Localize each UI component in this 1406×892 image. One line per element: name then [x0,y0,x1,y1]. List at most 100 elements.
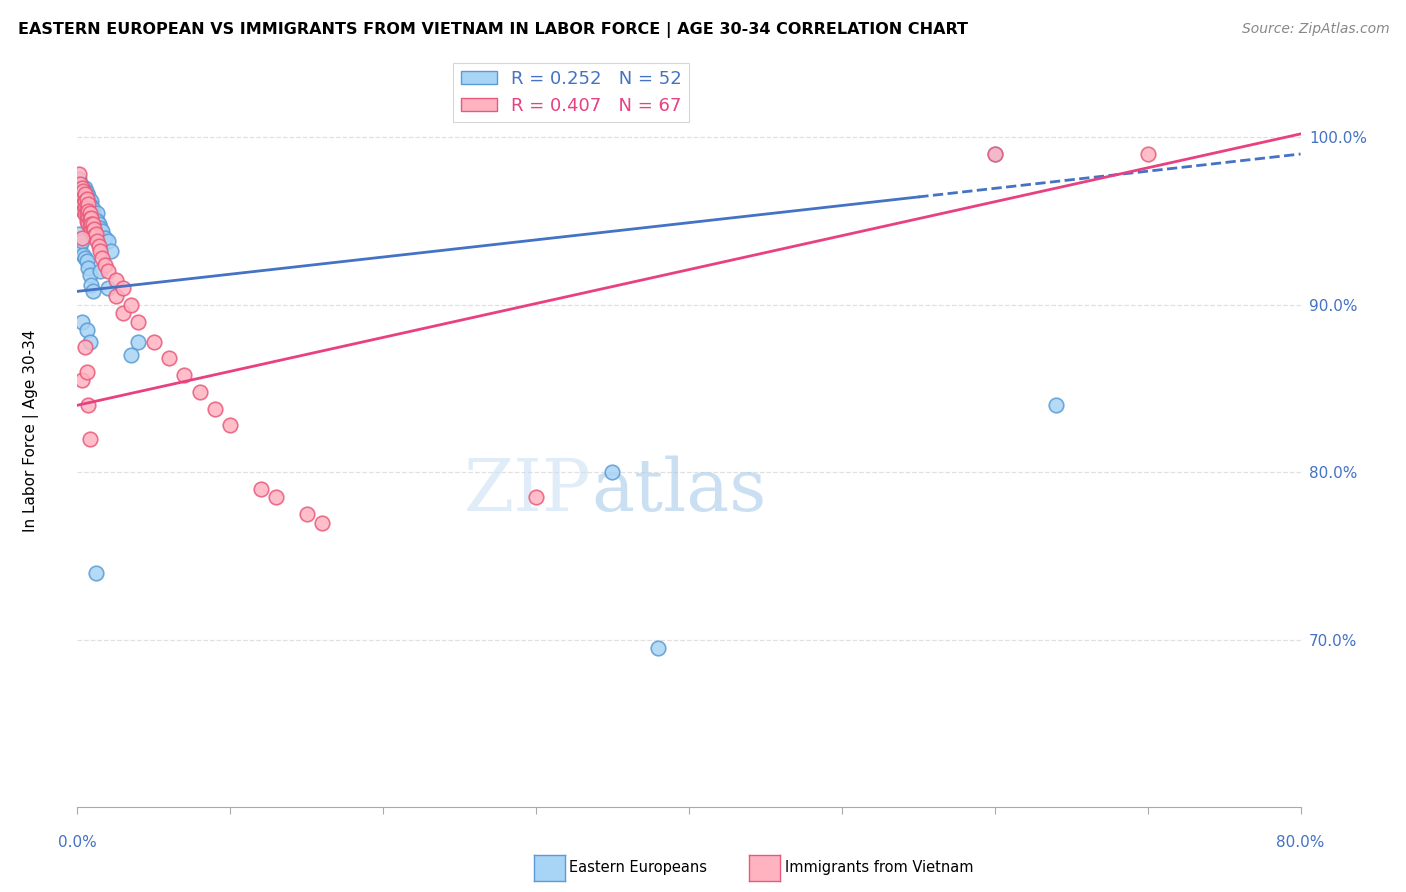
Point [984,147,1007,161]
Point [112,281,135,295]
Point [70,231,93,245]
Point [94,258,117,272]
Point [77,204,100,219]
Point [1045,398,1067,412]
Point [72,247,94,261]
Point [173,368,195,383]
Point [100,244,122,259]
Point [73,184,96,198]
Point [89,264,111,278]
Point [73,187,96,202]
Point [76,192,98,206]
Point [76,201,98,215]
Point [80,211,103,225]
Point [67,189,90,203]
Text: atlas: atlas [591,456,766,526]
Point [70,182,93,196]
Point [76,189,98,203]
Point [76,323,98,337]
Point [128,314,150,328]
Point [73,207,96,221]
Point [79,197,101,211]
Point [104,289,127,303]
Text: Eastern Europeans: Eastern Europeans [569,860,707,874]
Point [69,177,91,191]
Point [73,187,96,202]
Point [219,418,242,433]
Point [1136,147,1159,161]
Point [77,218,100,232]
Point [188,384,211,399]
Point [67,227,90,242]
Point [77,211,100,225]
Point [72,184,94,198]
Point [79,205,101,219]
Point [647,641,669,656]
Point [94,231,117,245]
Text: 0.0%: 0.0% [58,836,97,850]
Point [82,205,104,219]
Point [120,348,142,362]
Point [79,268,101,282]
Point [87,218,110,232]
Point [70,192,93,206]
Text: Immigrants from Vietnam: Immigrants from Vietnam [785,860,973,874]
Point [80,194,103,208]
Point [80,218,103,232]
Point [77,189,100,203]
Point [70,314,93,328]
Point [76,214,98,228]
Point [120,298,142,312]
Point [84,227,107,242]
Point [86,205,108,219]
Text: EASTERN EUROPEAN VS IMMIGRANTS FROM VIETNAM IN LABOR FORCE | AGE 30-34 CORRELATI: EASTERN EUROPEAN VS IMMIGRANTS FROM VIET… [18,22,969,38]
Point [82,285,104,299]
Point [76,207,98,221]
Point [76,254,98,268]
Point [142,334,165,349]
Point [83,229,105,244]
Point [82,218,104,232]
Point [250,482,273,496]
Point [97,281,120,295]
Point [80,199,103,213]
Point [73,340,96,354]
Point [72,180,94,194]
Point [70,201,93,215]
Point [86,234,108,248]
Point [87,239,110,253]
Point [72,190,94,204]
Point [70,180,93,194]
Point [70,186,93,200]
Legend: R = 0.252   N = 52, R = 0.407   N = 67: R = 0.252 N = 52, R = 0.407 N = 67 [453,62,689,122]
Point [83,222,105,236]
Point [82,202,104,217]
Point [76,186,98,200]
Point [204,401,226,416]
Point [72,184,94,198]
Point [67,167,90,181]
Point [90,251,112,265]
Point [602,465,624,479]
Point [79,212,101,227]
Point [97,234,120,248]
Point [90,224,112,238]
Point [89,244,111,259]
Point [311,516,333,530]
Point [69,239,91,253]
Point [70,234,93,248]
Point [104,273,127,287]
Point [73,201,96,215]
Point [73,194,96,208]
Point [112,306,135,320]
Point [128,334,150,349]
Point [97,264,120,278]
Point [83,209,105,223]
Point [77,260,100,275]
Point [76,365,98,379]
Point [80,277,103,292]
Point [82,224,104,238]
Point [80,224,103,238]
Point [84,566,107,580]
Point [86,214,108,228]
